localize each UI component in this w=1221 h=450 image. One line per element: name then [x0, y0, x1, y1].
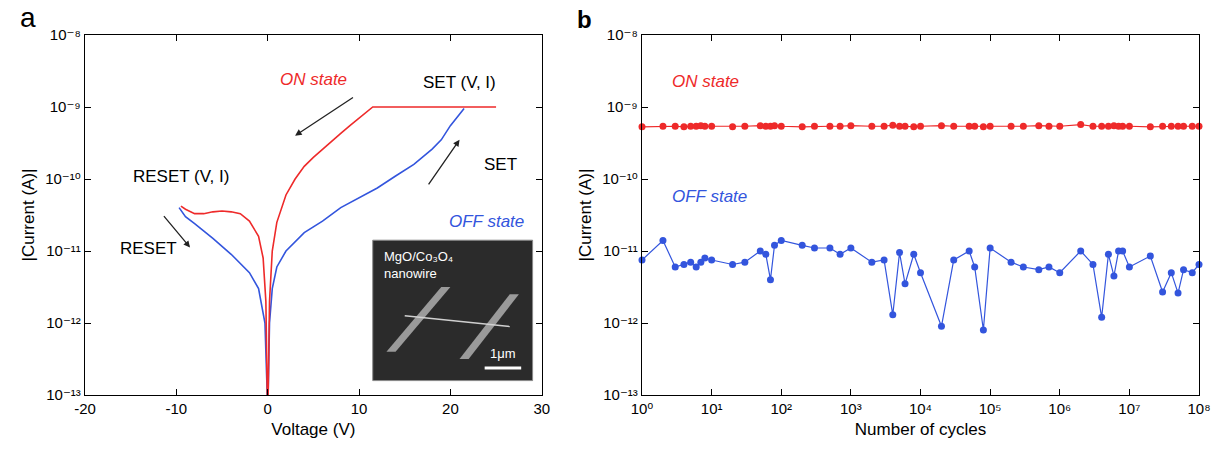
svg-text:10⁻¹¹: 10⁻¹¹ [46, 242, 81, 259]
svg-text:a: a [20, 2, 36, 33]
svg-text:-20: -20 [74, 400, 96, 417]
svg-text:10⁻¹⁰: 10⁻¹⁰ [45, 170, 81, 187]
svg-text:SET: SET [484, 155, 517, 174]
svg-text:10⁻¹³: 10⁻¹³ [603, 386, 638, 403]
svg-text:Voltage (V): Voltage (V) [271, 420, 355, 439]
svg-text:10⁸: 10⁸ [1187, 400, 1210, 417]
svg-text:10⁻⁸: 10⁻⁸ [50, 26, 81, 43]
svg-text:OFF state: OFF state [449, 212, 524, 231]
svg-text:RESET (V, I): RESET (V, I) [133, 167, 229, 186]
svg-text:-10: -10 [166, 400, 188, 417]
svg-text:10⁻¹²: 10⁻¹² [603, 314, 638, 331]
svg-text:ON state: ON state [280, 70, 347, 89]
svg-text:10⁻¹²: 10⁻¹² [46, 314, 81, 331]
svg-text:OFF state: OFF state [672, 187, 747, 206]
svg-text:Number of cycles: Number of cycles [855, 420, 986, 439]
svg-text:10⁴: 10⁴ [909, 400, 932, 417]
svg-text:10⁻⁸: 10⁻⁸ [607, 26, 638, 43]
svg-text:10⁻⁹: 10⁻⁹ [50, 98, 81, 115]
svg-text:b: b [577, 6, 592, 33]
svg-text:1μm: 1μm [490, 346, 516, 361]
svg-text:0: 0 [264, 400, 272, 417]
svg-text:10⁻¹¹: 10⁻¹¹ [603, 242, 638, 259]
svg-text:10⁻⁹: 10⁻⁹ [607, 98, 638, 115]
svg-text:ON state: ON state [672, 72, 739, 91]
svg-text:10²: 10² [770, 400, 792, 417]
svg-text:|Current (A)|: |Current (A)| [576, 169, 595, 262]
svg-text:10⁻¹³: 10⁻¹³ [46, 386, 81, 403]
svg-text:10³: 10³ [840, 400, 862, 417]
svg-text:MgO/Co₃O₄nanowire: MgO/Co₃O₄nanowire [384, 249, 453, 281]
svg-text:20: 20 [442, 400, 459, 417]
svg-text:10⁷: 10⁷ [1118, 400, 1140, 417]
svg-text:10¹: 10¹ [701, 400, 723, 417]
svg-text:|Current (A)|: |Current (A)| [19, 169, 38, 262]
svg-text:RESET: RESET [120, 239, 177, 258]
svg-text:10⁻¹⁰: 10⁻¹⁰ [602, 170, 638, 187]
svg-text:10: 10 [351, 400, 368, 417]
svg-text:30: 30 [533, 400, 550, 417]
svg-text:10⁵: 10⁵ [979, 400, 1002, 417]
svg-text:10⁰: 10⁰ [631, 400, 654, 417]
svg-text:10⁶: 10⁶ [1048, 400, 1071, 417]
svg-text:SET (V, I): SET (V, I) [423, 73, 496, 92]
